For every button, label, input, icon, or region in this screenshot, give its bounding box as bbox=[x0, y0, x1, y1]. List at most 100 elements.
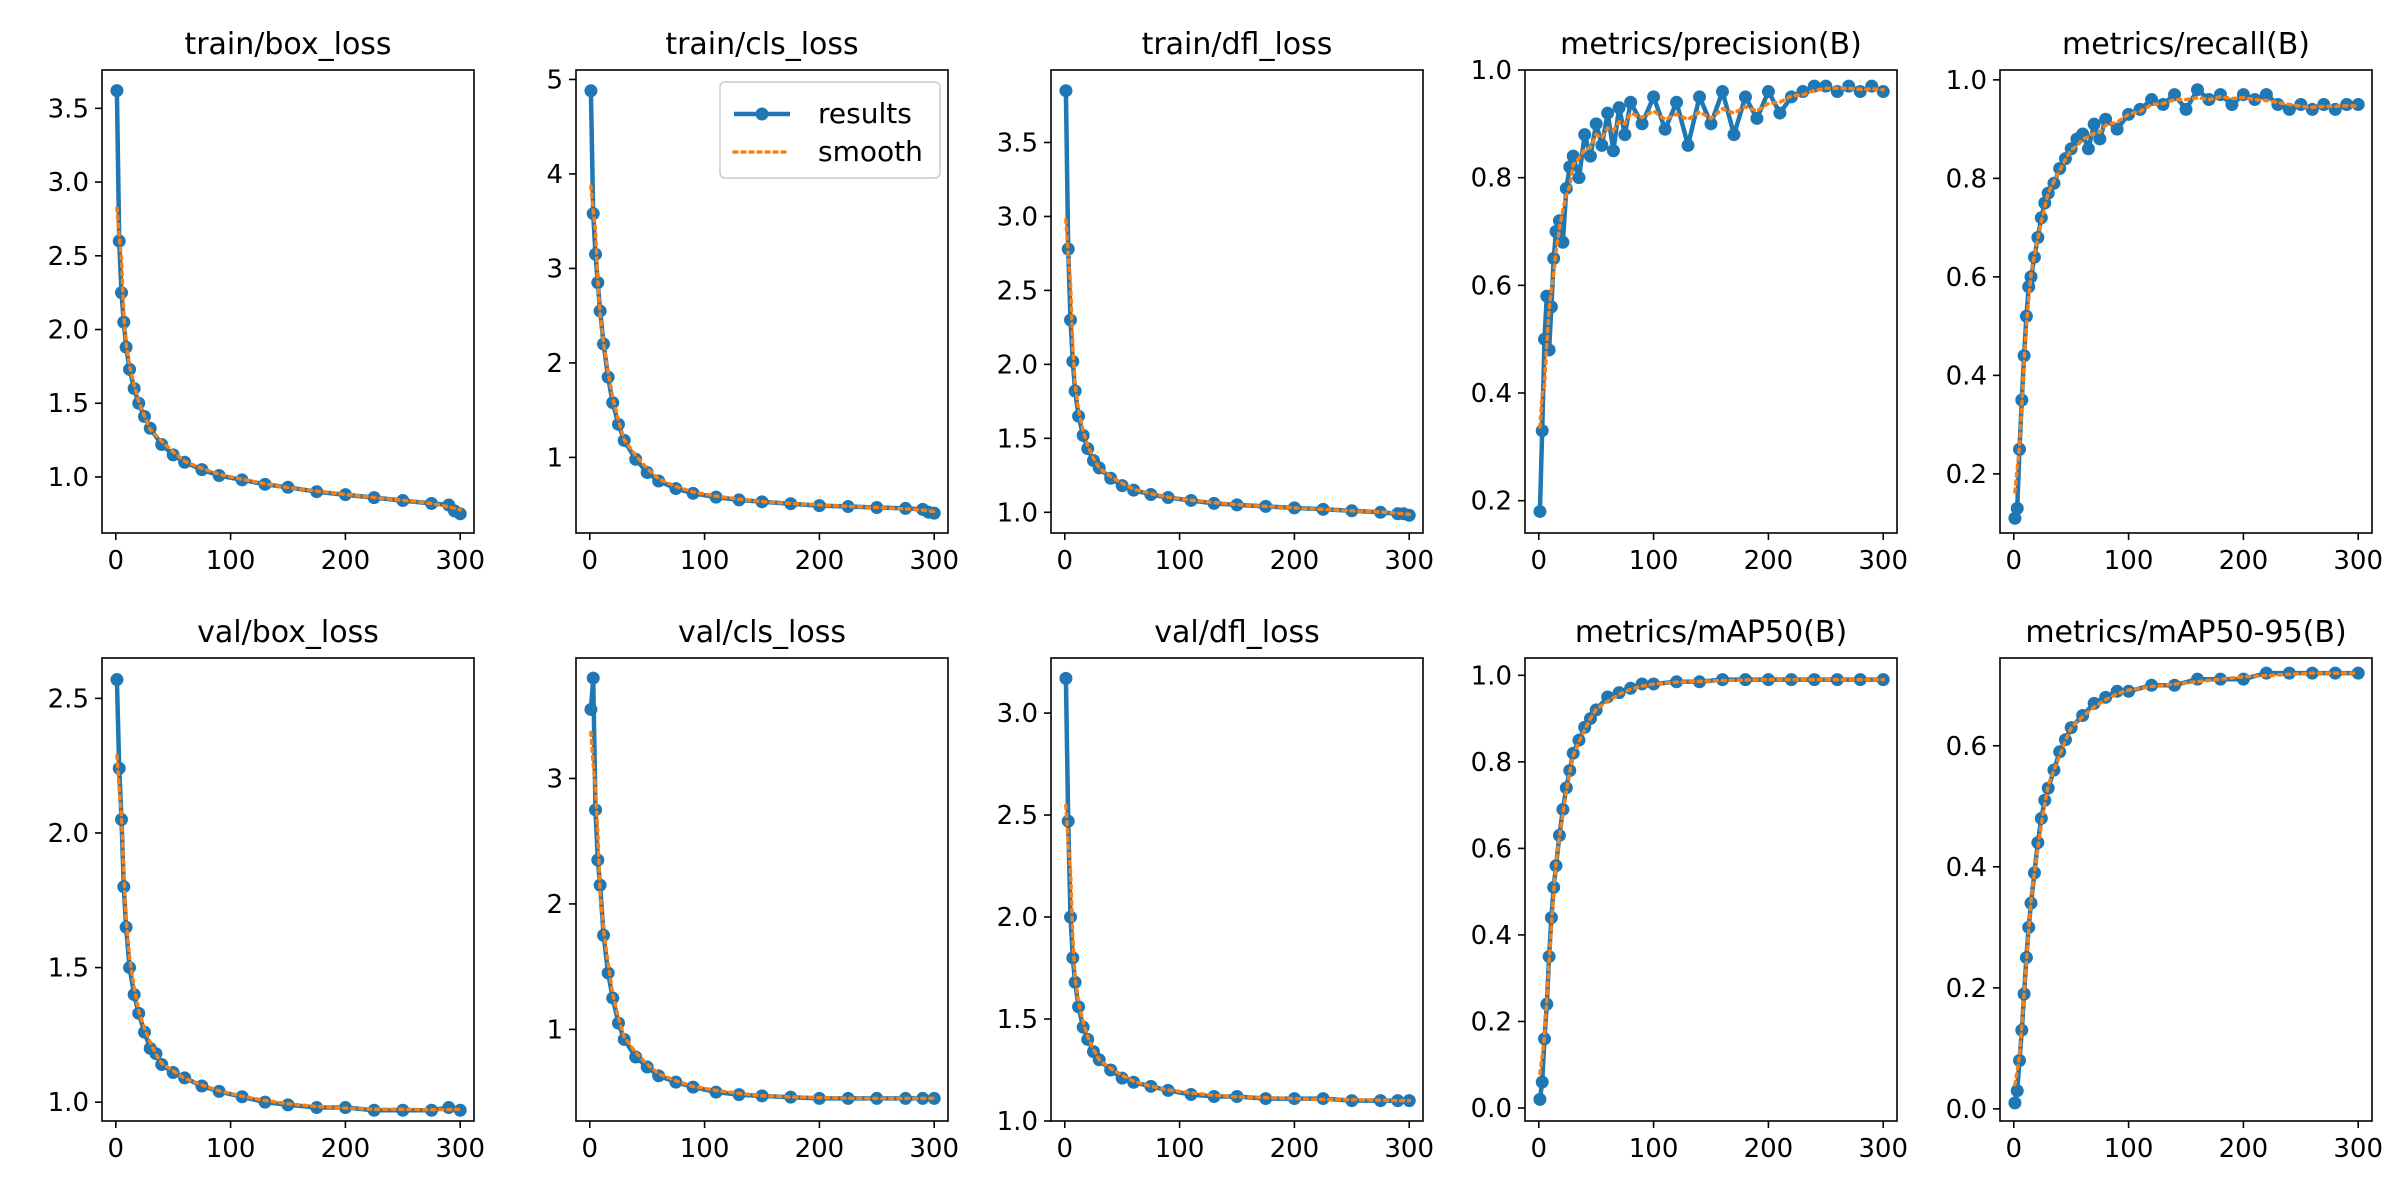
results-point bbox=[2099, 112, 2113, 126]
y-tick-label: 3 bbox=[546, 254, 563, 284]
plot-frame bbox=[1524, 69, 1898, 534]
results-point bbox=[367, 1103, 381, 1117]
y-tick-label: 5 bbox=[546, 65, 563, 95]
x-tick-label: 100 bbox=[2104, 546, 2154, 576]
y-tick-label: 0.0 bbox=[1471, 1094, 1512, 1124]
results-point bbox=[1064, 313, 1078, 327]
results-point bbox=[1287, 1092, 1301, 1106]
results-point bbox=[235, 473, 249, 487]
results-point bbox=[2047, 763, 2061, 777]
results-point bbox=[2213, 88, 2227, 102]
smooth-line bbox=[589, 184, 936, 514]
results-point bbox=[1059, 84, 1073, 98]
results-line bbox=[1063, 90, 1410, 518]
results-point bbox=[2317, 97, 2331, 111]
results-line bbox=[1537, 677, 1884, 1100]
smooth-line bbox=[1064, 803, 1411, 1103]
results-point bbox=[2351, 666, 2365, 680]
y-tick-label: 3.5 bbox=[48, 94, 89, 124]
y-tick-label: 0.8 bbox=[1946, 164, 1987, 194]
y-tick-label: 0.4 bbox=[1471, 379, 1512, 409]
plot-frame bbox=[1999, 657, 2373, 1122]
results-point bbox=[2081, 142, 2095, 156]
y-tick-label: 1.0 bbox=[997, 498, 1038, 528]
y-tick-label: 2.0 bbox=[48, 316, 89, 346]
y-tick-label: 3.0 bbox=[48, 168, 89, 198]
x-tick-label: 300 bbox=[2333, 1134, 2383, 1164]
y-tick-label: 1.0 bbox=[48, 463, 89, 493]
panel-8: metrics/mAP50(B) 0 100 200 300 0.0 0.2 0.4 0.6 0.… bbox=[1471, 615, 1908, 1164]
x-tick-label: 200 bbox=[2219, 546, 2269, 576]
legend: results smooth bbox=[719, 81, 941, 179]
results-point bbox=[1618, 128, 1632, 142]
results-point bbox=[1533, 504, 1547, 518]
x-tick-label: 200 bbox=[1744, 546, 1794, 576]
results-point bbox=[442, 1101, 456, 1115]
results-point bbox=[584, 84, 598, 98]
x-tick-label: 300 bbox=[1858, 546, 1908, 576]
results-point bbox=[2038, 793, 2052, 807]
x-tick-label: 0 bbox=[1057, 1134, 1074, 1164]
results-point bbox=[166, 448, 180, 462]
y-tick-label: 1.0 bbox=[1471, 661, 1512, 691]
results-point bbox=[1601, 690, 1615, 704]
y-tick-label: 0.6 bbox=[1946, 263, 1987, 293]
smooth-line bbox=[1064, 218, 1411, 517]
results-point bbox=[155, 438, 169, 452]
smooth-line bbox=[115, 206, 462, 512]
results-point bbox=[593, 304, 607, 318]
x-tick-label: 100 bbox=[1629, 1134, 1679, 1164]
results-point bbox=[2093, 132, 2107, 146]
y-tick-label: 2.5 bbox=[997, 801, 1038, 831]
panel-0: train/box_loss 0 100 200 300 1.0 1.5 2.0 2.5 3.0 3… bbox=[48, 27, 485, 576]
y-tick-label: 0.2 bbox=[1946, 974, 1987, 1004]
y-tick-label: 2 bbox=[546, 890, 563, 920]
x-tick-label: 200 bbox=[1744, 1134, 1794, 1164]
results-point bbox=[841, 500, 855, 514]
results-point bbox=[1066, 354, 1080, 368]
plot-frame bbox=[1524, 657, 1898, 1122]
results-point bbox=[2179, 102, 2193, 116]
smooth-line bbox=[115, 754, 462, 1112]
x-tick-label: 100 bbox=[1155, 546, 1205, 576]
results-point bbox=[1556, 235, 1570, 249]
results-point bbox=[1715, 85, 1729, 99]
results-point bbox=[2008, 1096, 2022, 1110]
results-point bbox=[1542, 950, 1556, 964]
legend-results-label: results bbox=[818, 97, 912, 130]
panel-6: val/cls_loss 0 100 200 300 1 2 3 bbox=[546, 615, 959, 1164]
results-point bbox=[110, 84, 124, 98]
x-tick-label: 0 bbox=[108, 1134, 125, 1164]
results-point bbox=[1578, 128, 1592, 142]
results-point bbox=[2259, 88, 2273, 102]
y-tick-label: 1 bbox=[546, 1015, 563, 1045]
results-point bbox=[2087, 696, 2101, 710]
results-point bbox=[1761, 85, 1775, 99]
y-tick-label: 1.5 bbox=[997, 1005, 1038, 1035]
results-point bbox=[2027, 866, 2041, 880]
results-point bbox=[2305, 102, 2319, 116]
legend-results-marker bbox=[755, 107, 769, 121]
x-tick-label: 300 bbox=[435, 1134, 485, 1164]
x-tick-label: 100 bbox=[206, 546, 256, 576]
results-point bbox=[1535, 424, 1549, 438]
y-tick-label: 3.5 bbox=[997, 128, 1038, 158]
panel-title: val/dfl_loss bbox=[1154, 615, 1319, 650]
x-tick-label: 0 bbox=[2006, 546, 2023, 576]
panel-title: train/box_loss bbox=[184, 27, 391, 62]
y-tick-label: 1.5 bbox=[997, 424, 1038, 454]
panel-title: train/dfl_loss bbox=[1142, 27, 1333, 62]
x-tick-label: 200 bbox=[321, 546, 371, 576]
y-tick-label: 0.2 bbox=[1946, 460, 1987, 490]
results-point bbox=[2225, 97, 2239, 111]
results-point bbox=[1059, 671, 1073, 685]
results-point bbox=[1784, 673, 1798, 687]
smooth-line bbox=[2013, 94, 2360, 494]
y-tick-label: 1.0 bbox=[48, 1088, 89, 1118]
results-point bbox=[640, 1060, 654, 1074]
results-point bbox=[1704, 117, 1718, 131]
results-point bbox=[1230, 498, 1244, 512]
y-tick-label: 1.0 bbox=[997, 1107, 1038, 1137]
panel-title: train/cls_loss bbox=[665, 27, 858, 62]
